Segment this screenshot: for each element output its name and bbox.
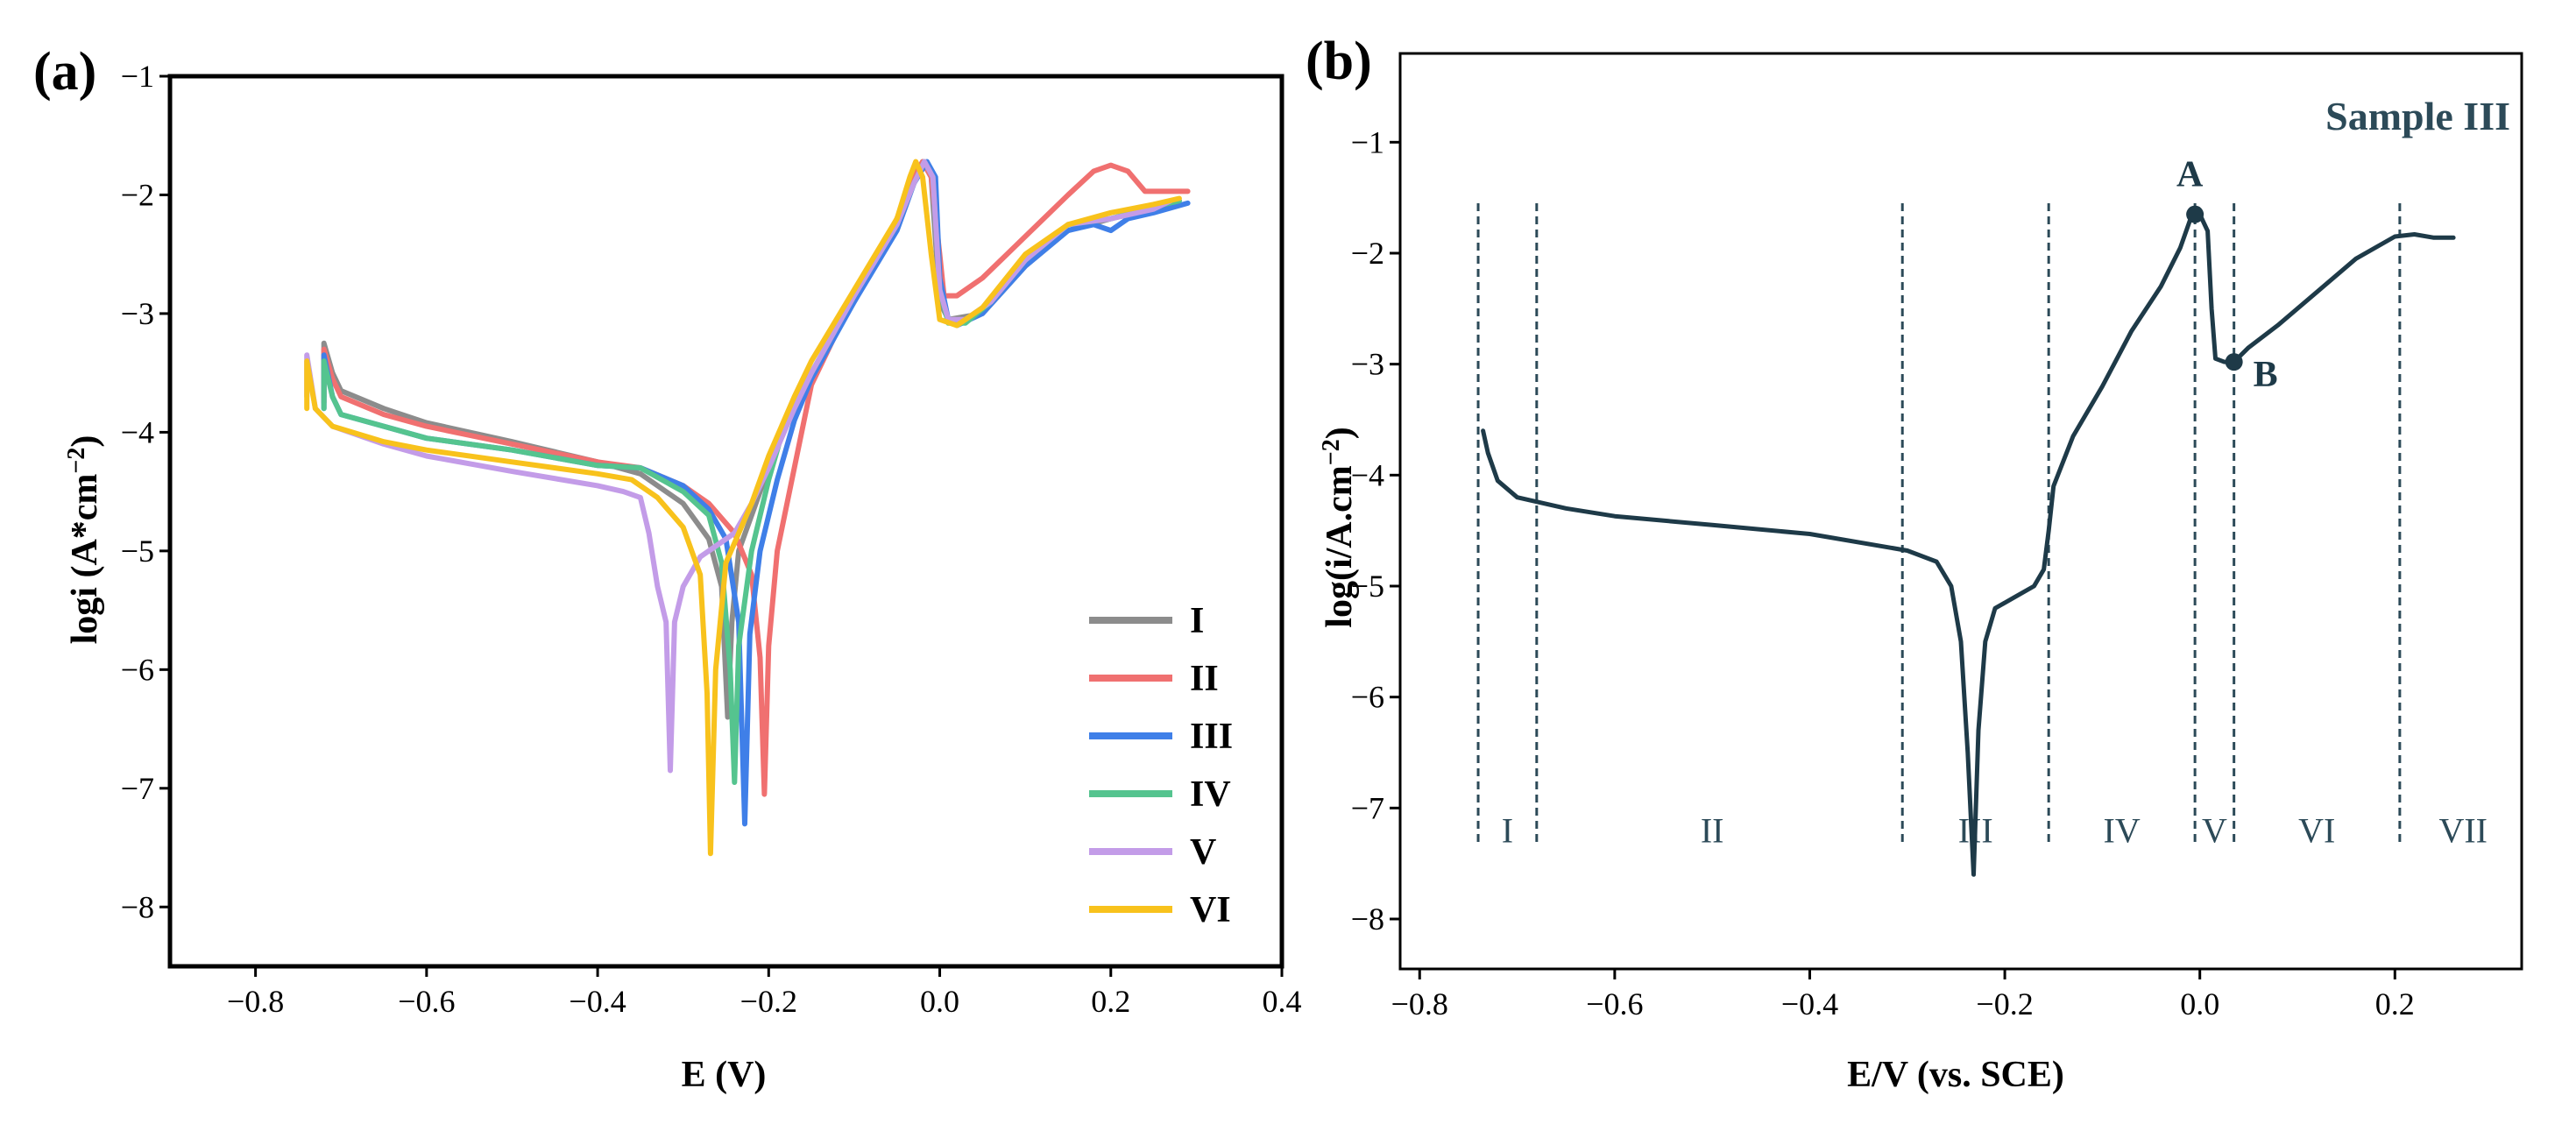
y-tick-label: −2 <box>121 177 154 212</box>
x-tick-label: −0.6 <box>398 984 455 1019</box>
panel-a-label: (a) <box>33 42 96 102</box>
y-tick-label: −1 <box>1351 124 1384 159</box>
panel-a-x-axis-title: E (V) <box>682 1055 767 1095</box>
x-tick-label: 0.0 <box>920 984 959 1019</box>
y-tick-label: −5 <box>1351 569 1384 604</box>
series-line-IV <box>321 159 1182 785</box>
x-tick-label: −0.2 <box>1976 986 2033 1021</box>
panel-b-x-axis-title: E/V (vs. SCE) <box>1847 1055 2064 1095</box>
legend-label-V: V <box>1190 832 1216 873</box>
panel-a-chart: (a) −0.8 −0.6 −0.4 −0.2 0.0 0.2 0.4−8−7−6−5−4−… <box>33 42 1302 1095</box>
y-tick-label: −7 <box>121 771 154 806</box>
legend-label-IV: IV <box>1190 774 1231 815</box>
region-label: V <box>2202 811 2227 851</box>
point-label-A: A <box>2176 155 2204 195</box>
panel-b-plot-area: −0.8 −0.6 −0.4 −0.2 0.0 0.2−8−7−6−5−4−3−2−1I I… <box>1351 52 2523 1021</box>
point-marker-B <box>2225 353 2243 371</box>
region-label: I <box>1502 811 1513 851</box>
region-label: II <box>1701 811 1724 851</box>
point-marker-A <box>2186 205 2204 223</box>
series-line-VI <box>304 159 1182 857</box>
x-tick-label: 0.4 <box>1263 984 1302 1019</box>
x-tick-label: −0.4 <box>569 984 626 1019</box>
panel-b-y-axis-title: log(i/A.cm−2) <box>1318 427 1360 627</box>
plot-frame <box>1398 52 2523 971</box>
x-tick-label: −0.8 <box>227 984 284 1019</box>
y-tick-label: −8 <box>121 889 154 924</box>
x-tick-label: 0.2 <box>2375 986 2415 1021</box>
region-label: VI <box>2298 811 2335 851</box>
panel-a-plot-area: −0.8 −0.6 −0.4 −0.2 0.0 0.2 0.4 −8 −7 −6 −5 −4 −3 −2 −… <box>121 59 1302 1019</box>
panel-b-label: (b) <box>1306 32 1372 91</box>
y-tick-label: −2 <box>1351 236 1384 271</box>
y-tick-label: −3 <box>121 296 154 331</box>
x-tick-label: −0.4 <box>1781 986 1838 1021</box>
y-tick-label: −6 <box>121 652 154 687</box>
y-tick-label: −3 <box>1351 347 1384 382</box>
y-tick-label: −8 <box>1351 901 1384 937</box>
x-tick-label: −0.2 <box>740 984 797 1019</box>
point-label-B: B <box>2254 355 2278 395</box>
y-tick-label: −6 <box>1351 680 1384 715</box>
series-line-Sample III <box>1481 212 2456 877</box>
legend-label-I: I <box>1190 601 1204 641</box>
y-tick-label: −7 <box>1351 790 1384 825</box>
y-tick-label: −5 <box>121 534 154 569</box>
legend-label-II: II <box>1190 659 1219 699</box>
y-tick-label: −4 <box>121 414 154 449</box>
legend-label-VI: VI <box>1190 890 1231 930</box>
y-tick-label: −4 <box>1351 457 1384 492</box>
panel-b-title: Sample III <box>2325 94 2510 138</box>
series-line-II <box>321 159 1191 797</box>
x-tick-label: −0.6 <box>1586 986 1643 1021</box>
x-tick-label: 0.2 <box>1091 984 1130 1019</box>
panel-b-chart: (b) −0.8 −0.6 −0.4 −0.2 0.0 0.2 −8 −7 −6 −5 −4 −3 −2… <box>1306 32 2523 1095</box>
legend-label-III: III <box>1190 717 1233 757</box>
x-tick-label: 0.0 <box>2180 986 2219 1021</box>
plot-frame <box>167 74 1284 969</box>
x-tick-label: −0.8 <box>1391 986 1448 1021</box>
region-label: IV <box>2104 811 2141 851</box>
region-label: VII <box>2438 811 2488 851</box>
y-tick-label: −1 <box>121 59 154 94</box>
panel-a-y-axis-title: logi (A*cm−2) <box>63 435 105 645</box>
